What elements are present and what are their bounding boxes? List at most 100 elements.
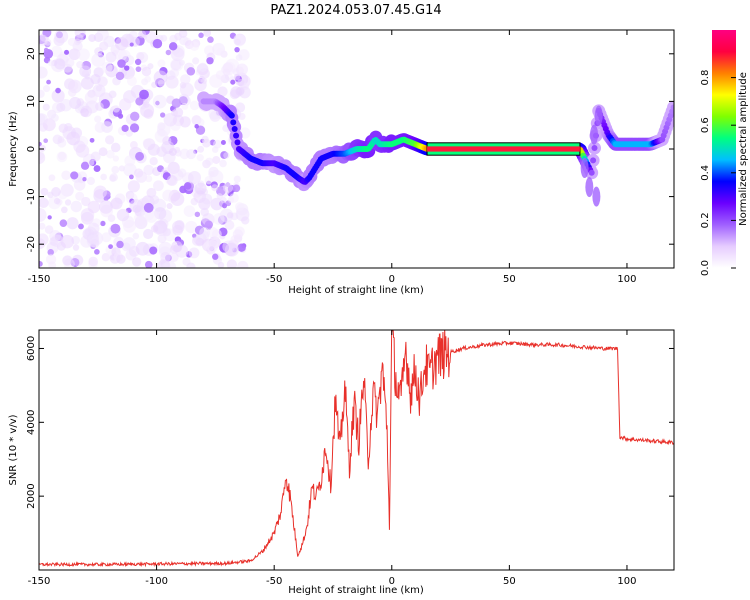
spectrogram-cell — [211, 184, 219, 192]
spectrogram-cell — [179, 116, 191, 128]
spectrogram-cell — [149, 157, 158, 166]
colorbar-tick-label: 0.4 — [700, 165, 711, 181]
spectrogram-cell — [46, 79, 51, 85]
spectrogram-cell — [43, 138, 49, 144]
spectrogram-cell — [90, 73, 101, 85]
spectrogram-cell — [234, 226, 245, 237]
spectrogram-cell — [64, 123, 73, 132]
spectrogram-cell — [115, 71, 125, 81]
spectrogram-cell — [230, 79, 236, 85]
spectrogram-cell — [212, 155, 221, 164]
colorbar: 0.0 0.2 0.4 0.6 0.8 Normalized spectral ampl… — [700, 30, 749, 276]
y-tick-label: 0 — [26, 146, 37, 152]
spectrogram-x-axis-label: Height of straight line (km) — [288, 285, 424, 296]
x-tick-label: -150 — [28, 576, 51, 587]
spectrogram-cell — [125, 129, 133, 137]
spectrogram-cell — [64, 199, 72, 206]
spectrogram-cell — [74, 33, 84, 44]
x-tick-label: 100 — [617, 274, 636, 285]
spectrogram-ridge-core — [230, 119, 237, 126]
spectrogram-cell — [101, 121, 113, 133]
spectrogram-cell — [39, 151, 46, 165]
spectrogram-cell — [189, 100, 200, 111]
spectrogram-cell — [165, 75, 179, 89]
x-tick-label: 100 — [617, 576, 636, 587]
spectrogram-cell — [91, 52, 106, 67]
spectrogram-cell — [141, 66, 152, 77]
spectrogram-cell — [103, 195, 109, 202]
spectrogram-cell — [39, 89, 45, 98]
spectrogram-cell — [93, 165, 101, 173]
spectrogram-cell — [135, 151, 145, 161]
spectrogram-cell — [143, 202, 154, 213]
spectrogram-cell — [143, 197, 150, 205]
spectrogram-cell — [124, 155, 136, 167]
spectrogram-cell — [47, 215, 52, 220]
spectrogram-cell — [216, 193, 223, 200]
spectrogram-cell — [189, 41, 200, 51]
spectrogram-cell — [126, 76, 137, 87]
spectrogram-cell — [116, 254, 126, 264]
spectrogram-cell — [51, 89, 65, 103]
spectrogram-cell — [186, 67, 196, 76]
spectrogram-cell — [185, 220, 198, 234]
spectrogram-cell — [200, 77, 208, 85]
spectrogram-cell — [48, 174, 56, 182]
colorbar-ticks: 0.0 0.2 0.4 0.6 0.8 — [700, 70, 736, 276]
spectrogram-cell — [68, 96, 82, 110]
spectrogram-cell — [183, 182, 192, 190]
spectrogram-cell — [145, 175, 153, 183]
spectrogram-cell — [59, 219, 68, 227]
colorbar-tick-label: 0.6 — [700, 117, 711, 133]
spectrogram-cell — [219, 159, 227, 168]
spectrogram-cell — [212, 253, 219, 260]
spectrogram-cell — [153, 70, 168, 85]
spectrogram-cell — [47, 191, 54, 199]
spectrogram-cell — [194, 211, 201, 218]
spectrogram-cell — [204, 220, 214, 229]
spectrogram-cell — [160, 251, 171, 263]
spectrogram-cell — [132, 257, 142, 267]
spectrogram-cell — [86, 176, 95, 186]
spectrogram-cell — [226, 259, 238, 268]
spectrogram-cell — [93, 185, 107, 199]
spectrogram-cell — [80, 108, 89, 117]
spectrogram-cell — [222, 61, 236, 76]
spectrogram-cell — [77, 48, 90, 61]
spectrogram-cell — [188, 171, 202, 185]
spectrogram-cell — [110, 223, 121, 234]
spectrogram-cell — [129, 42, 134, 47]
spectrogram-cell — [124, 65, 130, 71]
spectrogram-cell — [100, 173, 107, 181]
spectrogram-cell — [53, 197, 61, 205]
spectrogram-cell — [174, 32, 182, 41]
spectrogram-cell — [130, 111, 140, 122]
colorbar-tick-label: 0.0 — [700, 260, 711, 276]
spectrogram-cell — [87, 159, 95, 166]
spectrogram-cell — [237, 243, 246, 252]
spectrogram-cell — [87, 222, 100, 235]
spectrogram-ridge-core — [234, 139, 241, 146]
spectrogram-cell — [233, 175, 241, 183]
spectrogram-blob — [592, 186, 601, 207]
spectrogram-cell — [171, 240, 183, 253]
spectrogram-cell — [143, 228, 154, 240]
spectrogram-ridge-core — [591, 145, 598, 152]
spectrogram-cell — [235, 86, 245, 96]
spectrogram-cell — [132, 232, 140, 240]
spectrogram-cell — [198, 62, 208, 72]
spectrogram-cell — [163, 113, 178, 127]
spectrogram-cell — [88, 34, 97, 42]
spectrogram-cell — [165, 49, 172, 56]
spectrogram-cell — [142, 138, 152, 148]
spectrogram-ridge-core — [228, 112, 235, 119]
spectrogram-ridge-core — [233, 132, 240, 139]
spectrogram-cell — [151, 81, 158, 88]
spectrogram-cell — [170, 59, 182, 71]
spectrogram-cell — [39, 34, 48, 46]
spectrogram-ridge-core — [670, 104, 674, 111]
spectrogram-cell — [236, 63, 249, 76]
spectrogram-cell — [210, 197, 224, 211]
spectrogram-cell — [186, 262, 196, 268]
